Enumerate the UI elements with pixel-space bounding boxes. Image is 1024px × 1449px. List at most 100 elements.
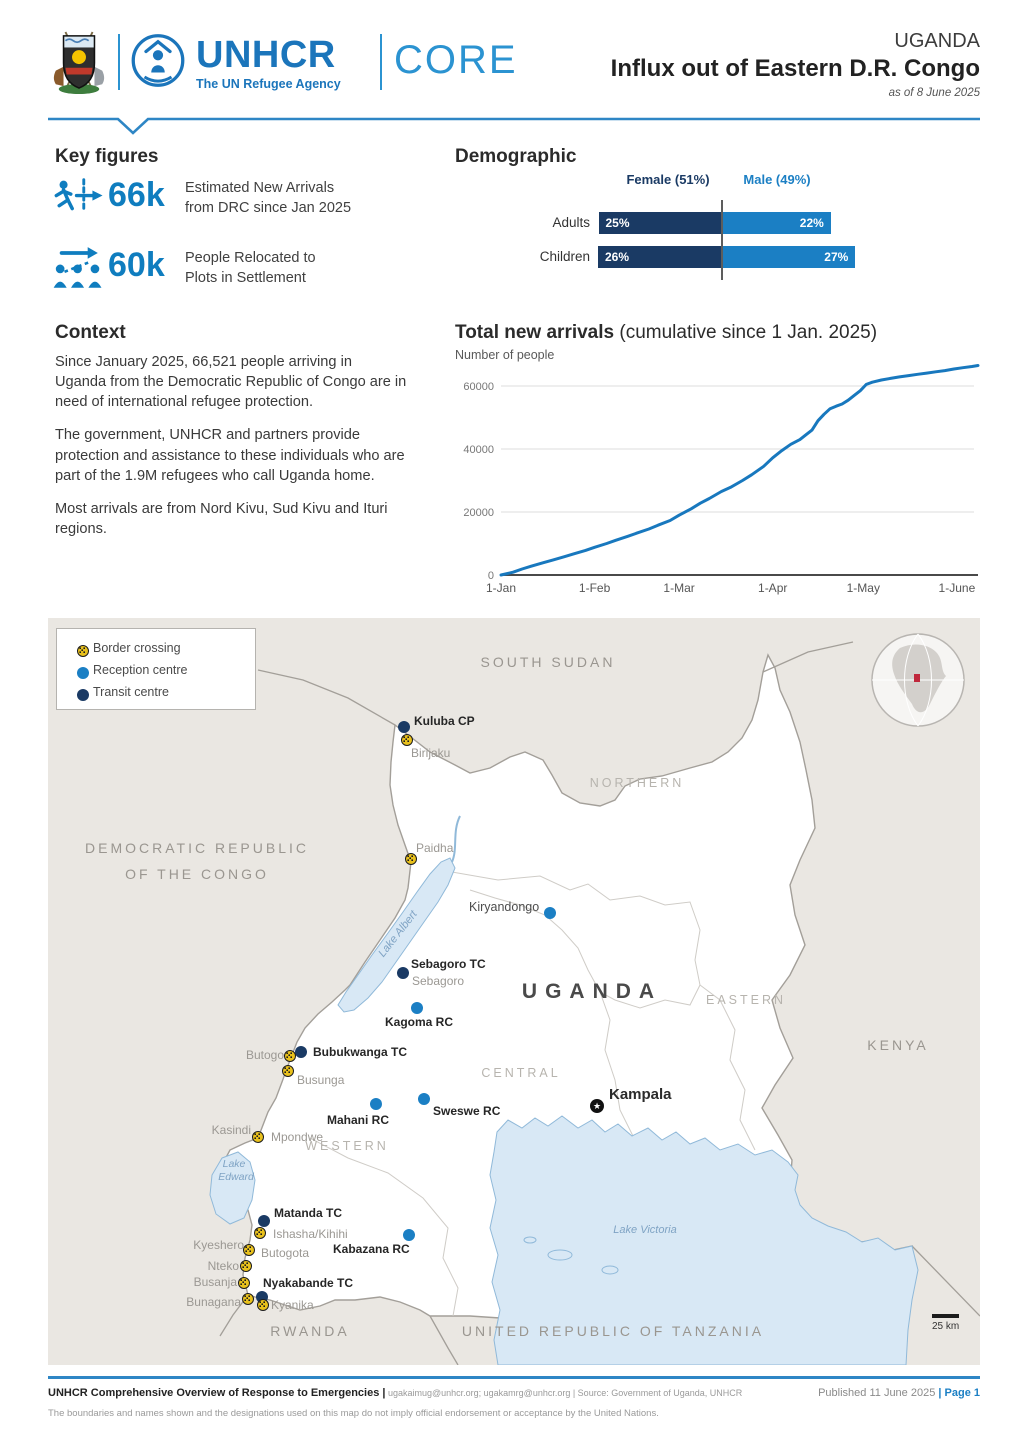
map-label-central: CENTRAL xyxy=(481,1066,561,1080)
arrivals-chart-subtitle: (cumulative since 1 Jan. 2025) xyxy=(619,322,878,343)
brand-unhcr-text: UNHCR xyxy=(196,34,336,76)
scale-label: 25 km xyxy=(932,1321,960,1332)
map-label-ishasha: Ishasha/Kihihi xyxy=(273,1227,348,1241)
page-title: Influx out of Eastern D.R. Congo xyxy=(610,55,980,82)
svg-text:1-Feb: 1-Feb xyxy=(579,581,611,595)
context-paragraph: Since January 2025, 66,521 people arrivi… xyxy=(55,354,407,411)
map-label-kyeshero: Kyeshero xyxy=(193,1238,244,1252)
marker-border-ishasha xyxy=(254,1227,266,1239)
lakes xyxy=(209,815,919,1366)
map-label-busunga: Busunga xyxy=(297,1073,345,1087)
context-body: Since January 2025, 66,521 people arrivi… xyxy=(55,352,407,552)
brand-core-text: CORE xyxy=(394,38,518,82)
lake-island xyxy=(547,1249,573,1261)
map-label-kenya: KENYA xyxy=(867,1037,929,1053)
marker-border-kyeshero xyxy=(243,1244,255,1256)
marker-reception-kabazana xyxy=(403,1229,415,1241)
lake-victoria xyxy=(489,1115,919,1366)
marker-border-butogo xyxy=(284,1050,296,1062)
lake-albert xyxy=(337,857,456,1013)
scale-bar xyxy=(932,1314,959,1318)
key-figures-heading: Key figures xyxy=(55,146,159,167)
map-label-nteko: Nteko xyxy=(207,1259,239,1273)
transit-centre-icon xyxy=(77,689,89,701)
demographic-heading: Demographic xyxy=(455,146,577,167)
page-number: Page 1 xyxy=(944,1387,980,1399)
context-paragraph: The government, UNHCR and partners provi… xyxy=(55,427,405,484)
svg-text:60000: 60000 xyxy=(463,381,494,393)
footer-line1: UNHCR Comprehensive Overview of Response… xyxy=(48,1387,748,1399)
map-label-birijaku: Birijaku xyxy=(411,746,451,760)
map-label-paidha: Paidha xyxy=(416,841,454,855)
marker-border-bunagana xyxy=(242,1293,254,1305)
svg-text:20000: 20000 xyxy=(463,507,494,519)
map-label-eastern: EASTERN xyxy=(705,993,787,1007)
brand-tagline: The UN Refugee Agency xyxy=(196,77,341,91)
report-title-block: UGANDA Influx out of Eastern D.R. Congo … xyxy=(500,30,980,99)
footer-title: UNHCR Comprehensive Overview of Response… xyxy=(48,1387,386,1399)
unhcr-logo-icon xyxy=(131,34,185,87)
legend-item-reception-centre: Reception centre xyxy=(71,663,251,683)
border-crossing-icon xyxy=(77,645,89,657)
marker-border-kyanika xyxy=(257,1299,269,1311)
footer-contacts: ugakaimug@unhcr.org; ugakamrg@unhcr.org … xyxy=(385,1388,743,1398)
map-label-kiryandongo: Kiryandongo xyxy=(469,900,540,914)
map-label-lake-edward-2: Edward xyxy=(218,1171,254,1183)
marker-reception-sweswe xyxy=(418,1093,430,1105)
map-label-uganda: UGANDA xyxy=(521,980,663,1003)
marker-border-nteko xyxy=(240,1260,252,1272)
report-country: UGANDA xyxy=(894,30,980,52)
map-label-northern: NORTHERN xyxy=(589,776,685,790)
map-label-kuluba-cp: Kuluba CP xyxy=(414,714,475,728)
map-label-south-sudan: SOUTH SUDAN xyxy=(480,654,616,670)
map-shapes xyxy=(48,618,981,1366)
context-paragraph: Most arrivals are from Nord Kivu, Sud Ki… xyxy=(55,500,388,537)
header-rule-chevron xyxy=(48,117,980,135)
unhcr-wordmark: UNHCR The UN Refugee Agency xyxy=(196,36,341,91)
map-label-lake-edward-1: Lake xyxy=(222,1158,246,1170)
map-label-sweswe-rc: Sweswe RC xyxy=(433,1104,501,1118)
demographic-row-adults: Adults 25% 22% xyxy=(455,212,885,234)
marker-transit-kuluba xyxy=(398,721,410,733)
map-label-western: WESTERN xyxy=(305,1139,389,1153)
legend-male: Male (49%) xyxy=(743,172,811,187)
svg-text:0: 0 xyxy=(488,570,494,582)
svg-text:1-June: 1-June xyxy=(939,581,976,595)
map-label-busanja: Busanja xyxy=(193,1275,237,1289)
map-label-kampala: Kampala xyxy=(609,1086,672,1103)
lake-edward xyxy=(209,1151,256,1225)
svg-text:1-Mar: 1-Mar xyxy=(663,581,694,595)
marker-transit-sebagoro xyxy=(397,967,409,979)
marker-border-paidha xyxy=(405,853,417,865)
legend-item-transit-centre: Transit centre xyxy=(71,685,251,705)
demographic-chart: Female (51%) Male (49%) Adults 25% 22% C… xyxy=(455,172,885,284)
lake-island xyxy=(523,1236,537,1244)
report-date: as of 8 June 2025 xyxy=(888,87,980,99)
footer-published: Published 11 June 2025 | Page 1 xyxy=(818,1387,980,1399)
map-label-butogota: Butogota xyxy=(261,1246,310,1260)
uganda-map: Border crossing Reception centre Transit… xyxy=(48,618,981,1366)
map-label-drc-1: DEMOCRATIC REPUBLIC xyxy=(85,840,309,856)
map-label-nyakabande-tc: Nyakabande TC xyxy=(263,1276,354,1290)
arrivals-chart-title: Total new arrivals (cumulative since 1 J… xyxy=(455,322,878,343)
map-label-sebagoro: Sebagoro xyxy=(412,974,465,988)
header-divider xyxy=(118,34,120,90)
relocation-people-icon xyxy=(53,247,102,288)
map-label-matanda-tc: Matanda TC xyxy=(274,1206,343,1220)
marker-capital-kampala: ★ xyxy=(590,1099,604,1113)
map-label-mpondwe: Mpondwe xyxy=(271,1130,324,1144)
marker-reception-kiryandongo xyxy=(544,907,556,919)
marker-reception-kagoma xyxy=(411,1002,423,1014)
svg-text:1-Jan: 1-Jan xyxy=(486,581,516,595)
legend-item-border-crossing: Border crossing xyxy=(71,641,251,661)
map-label-rwanda: RWANDA xyxy=(270,1323,350,1339)
bar-male-adults: 22% xyxy=(723,212,831,234)
arrivals-data-line xyxy=(499,364,980,577)
key-figure-value-arrivals: 66k xyxy=(108,176,165,214)
neighbour-borders xyxy=(219,641,981,1366)
map-label-kasindi: Kasindi xyxy=(211,1123,251,1137)
marker-transit-bubukwanga xyxy=(295,1046,307,1058)
key-figure-label-relocated: People Relocated to Plots in Settlement xyxy=(185,250,316,287)
demographic-row-children: Children 26% 27% xyxy=(455,246,885,268)
